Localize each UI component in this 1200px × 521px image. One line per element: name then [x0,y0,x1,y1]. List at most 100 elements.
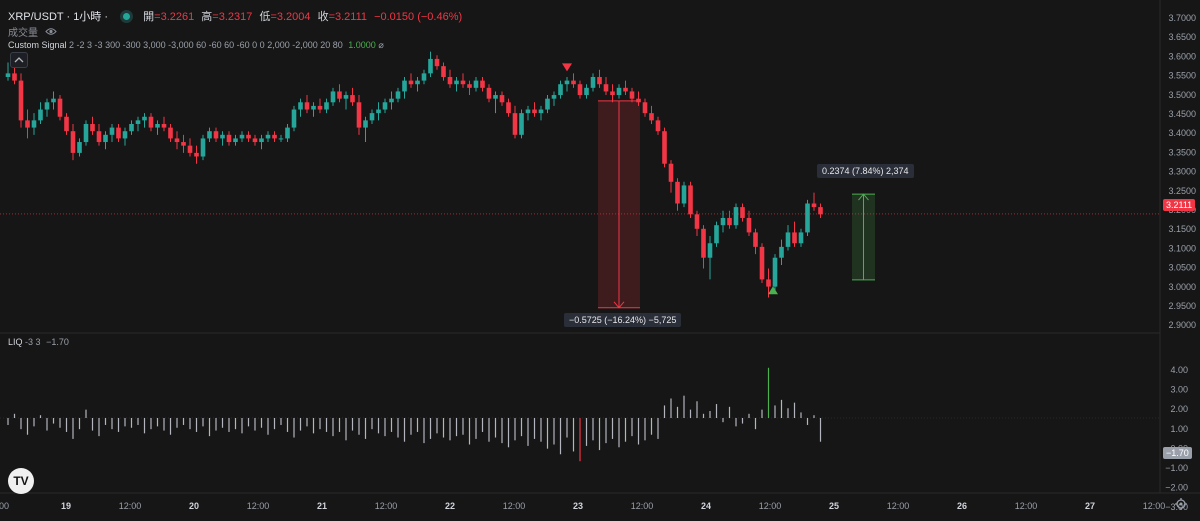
candle-body [551,95,557,99]
candle-body [116,127,121,139]
price-tick-label: 3.6500 [1168,32,1196,42]
candle-body [278,138,284,140]
candle-body [272,134,277,139]
candle-body [454,80,459,85]
candle-body [5,73,11,77]
time-tick-label: 27 [1085,501,1095,511]
candle-body [402,80,407,92]
candle-body [252,138,258,143]
candle-body [18,80,24,121]
eye-icon[interactable] [45,27,57,39]
candle-body [155,123,160,128]
drop-measure-arrowhead [613,301,625,309]
price-tick-label: 3.1000 [1168,243,1196,253]
volume-legend[interactable]: 成交量 [8,24,57,39]
liq-args: -3 3 [25,337,41,347]
price-tick-label: 2.9000 [1168,320,1196,330]
candle-body [792,232,797,244]
candle-body [434,58,440,67]
candle-body [538,109,544,114]
candle-body [389,98,394,103]
candle-body [31,120,37,128]
liq-tick-label: 2.00 [1170,404,1188,414]
candle-body [168,127,173,139]
candle-body [96,131,102,143]
price-tick-label: 3.0500 [1168,263,1196,273]
candle-body [382,102,388,110]
time-tick-label: 22 [445,501,455,511]
candle-body [668,163,674,182]
candle-body [246,134,251,139]
signal-layer [562,63,778,295]
candle-body [714,225,719,244]
tradingview-logo[interactable]: TV [8,468,34,494]
candle-body [740,207,745,218]
time-tick-label: 12:00 [119,501,142,511]
price-tick-label: 3.5000 [1168,90,1196,100]
candle-body [460,80,466,85]
candle-body [629,91,635,99]
candle-body [616,87,622,96]
liq-name: LIQ [8,337,23,347]
drop-measure-label: −0.5725 (−16.24%) −5,725 [564,313,682,327]
candle-body [70,131,76,153]
indicator-legend[interactable]: Custom Signal 2 -2 3 -3 300 -300 3,000 -… [8,40,384,51]
candle-body [265,134,271,139]
ohlc-legend: XRP/USDT · 1小時 · 開=3.2261 高=3.2317 低=3.2… [8,8,462,24]
candle-body [350,95,355,103]
candle-body [38,109,43,121]
time-tick-label: 20 [189,501,199,511]
candle-body [363,120,368,128]
candle-body [525,109,531,114]
candle-body [694,214,700,229]
price-tick-label: 3.1500 [1168,224,1196,234]
symbol-title[interactable]: XRP/USDT · 1小時 · [8,11,109,23]
time-tick-label: 25 [829,501,839,511]
candle-body [473,80,479,88]
candle-body [187,145,193,153]
candle-body [623,87,628,92]
candle-body [772,257,778,287]
indicator-args: 2 -2 3 -3 300 -300 3,000 -3,000 60 -60 6… [69,40,343,50]
candle-body [759,246,765,280]
high-value: =3.2317 [212,11,253,23]
liq-current-tag: −1.70 [1163,447,1192,459]
candle-body [77,142,82,153]
candle-body [597,76,602,85]
candle-body [142,116,147,121]
candle-body [655,120,661,132]
change-value: −0.0150 (−0.46%) [374,11,463,23]
candle-body [343,95,349,99]
candle-body [441,66,446,77]
indicator-value: 1.0000 [348,40,376,50]
candle-body [545,98,550,110]
candle-body [285,127,290,139]
price-tick-label: 3.3000 [1168,167,1196,177]
chevron-up-icon[interactable] [10,52,28,68]
candle-body [356,102,362,128]
candle-body [194,152,199,157]
indicator-name: Custom Signal [8,40,67,50]
candle-body [636,98,641,103]
candle-body [90,123,95,132]
candle-body [51,98,56,103]
candle-body [181,142,186,146]
candle-body [122,131,128,139]
candle-body [701,228,706,258]
candle-body [603,84,609,92]
price-tick-label: 3.4000 [1168,128,1196,138]
candle-body [649,113,654,121]
liq-legend[interactable]: LIQ -3 3 −1.70 [8,337,69,347]
candle-body [746,217,752,233]
settings-icon[interactable] [1174,497,1188,511]
indicator-suffix: ⌀ [378,40,384,50]
time-tick-label: 12:00 [631,501,654,511]
candle-body [688,185,693,215]
candle-body [44,102,50,110]
price-tick-label: 2.9500 [1168,301,1196,311]
candle-body [226,134,232,143]
time-tick-label: 00 [0,501,9,511]
candle-body [291,109,297,128]
